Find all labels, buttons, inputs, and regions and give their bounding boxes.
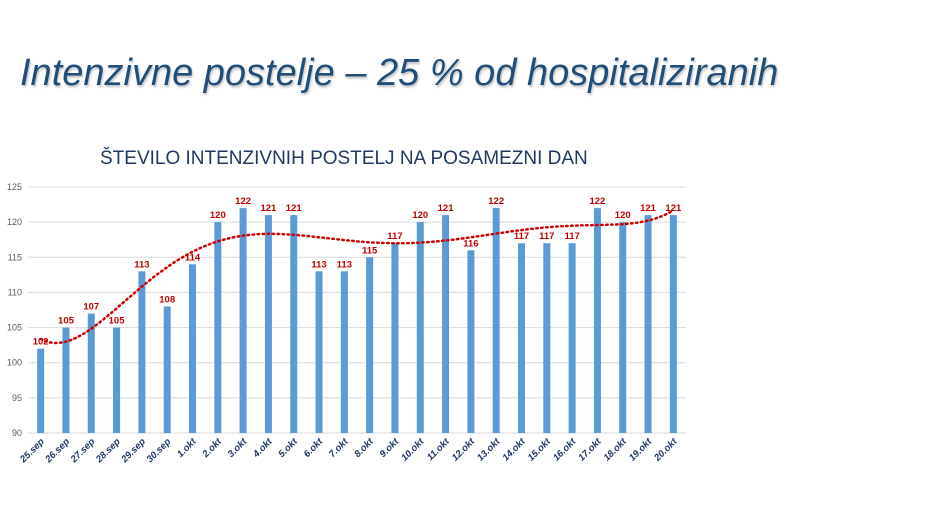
data-label: 120 <box>210 210 226 221</box>
y-tick-label: 90 <box>12 428 22 438</box>
bar <box>669 215 677 433</box>
x-tick-label: 2.okt <box>200 436 225 461</box>
x-tick-label: 4.okt <box>250 436 275 461</box>
bar <box>113 327 121 433</box>
data-label: 121 <box>286 203 303 214</box>
slide-title: Intenzivne postelje – 25 % od hospitaliz… <box>20 52 779 94</box>
x-tick-label: 10.okt <box>399 436 427 464</box>
y-tick-label: 120 <box>7 217 22 227</box>
x-tick-label: 30.sep <box>145 436 174 465</box>
x-tick-label: 13.okt <box>475 436 503 464</box>
bar <box>518 243 525 433</box>
bar <box>543 243 551 433</box>
x-tick-label: 25.sep <box>17 436 47 466</box>
x-tick-label: 28.sep <box>93 436 123 466</box>
data-label: 120 <box>615 210 631 221</box>
bar <box>619 222 627 433</box>
x-tick-label: 17.okt <box>576 436 604 464</box>
x-tick-label: 3.okt <box>226 436 250 460</box>
x-tick-label: 9.okt <box>378 436 402 460</box>
data-label: 121 <box>640 203 657 214</box>
bar <box>366 257 374 433</box>
data-label: 107 <box>83 302 99 313</box>
bar <box>492 208 500 433</box>
bar <box>264 215 272 433</box>
bar <box>467 250 475 433</box>
bar <box>442 215 450 433</box>
y-tick-label: 95 <box>12 393 22 403</box>
data-label: 121 <box>438 203 455 214</box>
bar <box>593 208 601 433</box>
y-tick-label: 105 <box>7 323 22 333</box>
bar <box>87 313 95 433</box>
bar <box>138 271 146 433</box>
chart-title: ŠTEVILO INTENZIVNIH POSTELJ NA POSAMEZNI… <box>100 148 588 169</box>
data-label: 113 <box>134 259 149 270</box>
x-tick-label: 18.okt <box>602 436 630 464</box>
bar <box>189 264 196 433</box>
x-tick-label: 15.okt <box>526 436 554 464</box>
data-label: 116 <box>463 238 478 249</box>
data-label: 105 <box>109 316 126 327</box>
data-label: 117 <box>387 231 402 242</box>
data-label: 121 <box>665 203 682 214</box>
y-tick-label: 125 <box>7 182 22 192</box>
data-label: 117 <box>514 231 529 242</box>
x-tick-label: 12.okt <box>450 436 478 464</box>
bar <box>62 327 70 433</box>
x-tick-label: 27.sep <box>68 436 98 466</box>
x-tick-label: 29.sep <box>119 436 149 466</box>
data-label: 113 <box>311 259 326 270</box>
x-tick-label: 6.okt <box>302 436 326 460</box>
data-label: 114 <box>185 252 201 263</box>
bar <box>315 271 323 433</box>
y-tick-label: 110 <box>8 287 22 297</box>
bar <box>568 243 576 433</box>
data-label: 115 <box>362 245 378 256</box>
x-tick-label: 14.okt <box>500 436 528 464</box>
y-tick-label: 100 <box>7 358 22 368</box>
x-tick-label: 20.okt <box>652 436 680 464</box>
bar <box>416 222 424 433</box>
bar <box>340 271 348 433</box>
data-label: 122 <box>235 196 251 207</box>
data-label: 113 <box>337 259 352 270</box>
x-tick-label: 5.okt <box>276 436 300 460</box>
data-label: 117 <box>539 231 554 242</box>
data-label: 108 <box>159 294 175 305</box>
x-tick-label: 11.okt <box>425 436 452 463</box>
bar <box>391 243 399 433</box>
bar <box>163 306 171 433</box>
data-label: 120 <box>412 210 428 221</box>
y-tick-label: 115 <box>8 252 22 262</box>
bar <box>239 208 247 433</box>
x-tick-label: 16.okt <box>551 436 579 464</box>
bar <box>214 222 222 433</box>
bar <box>644 215 652 433</box>
x-tick-label: 1.okt <box>175 436 199 460</box>
x-tick-label: 8.okt <box>352 436 376 460</box>
x-tick-label: 7.okt <box>327 436 351 460</box>
data-label: 117 <box>564 231 579 242</box>
bar <box>290 215 298 433</box>
data-label: 105 <box>58 316 75 327</box>
data-label: 102 <box>33 337 49 348</box>
x-tick-label: 19.okt <box>627 436 655 464</box>
bar <box>37 348 45 433</box>
data-label: 122 <box>488 196 504 207</box>
data-label: 121 <box>260 203 277 214</box>
data-label: 122 <box>589 196 605 207</box>
x-tick-label: 26.sep <box>43 436 73 466</box>
trendline <box>39 209 675 345</box>
